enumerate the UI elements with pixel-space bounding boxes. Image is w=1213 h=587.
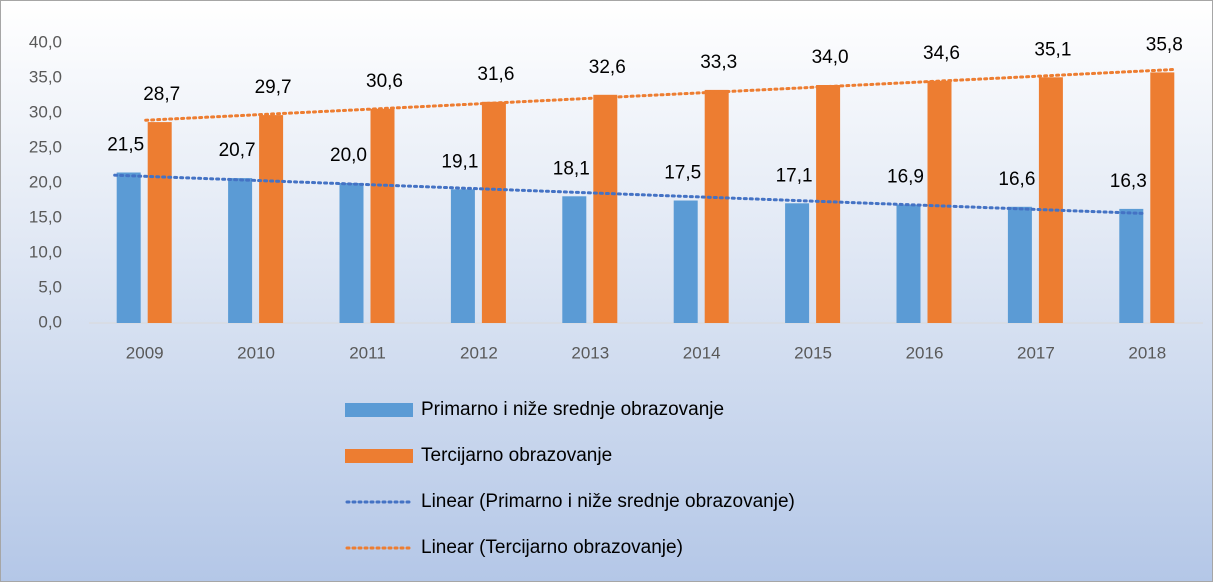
data-label: 33,3 bbox=[700, 52, 737, 73]
y-tick-label: 10,0 bbox=[29, 242, 62, 261]
legend-label: Tercijarno obrazovanje bbox=[421, 445, 612, 466]
y-tick-label: 15,0 bbox=[29, 207, 62, 226]
data-label: 17,1 bbox=[776, 165, 813, 186]
legend-swatch bbox=[345, 449, 413, 463]
data-label: 35,1 bbox=[1034, 39, 1071, 60]
bar bbox=[481, 101, 506, 323]
bar bbox=[704, 89, 729, 324]
bar bbox=[785, 203, 810, 323]
data-label: 30,6 bbox=[366, 71, 403, 92]
y-tick-label: 25,0 bbox=[29, 137, 62, 156]
bar bbox=[1119, 208, 1144, 323]
bar bbox=[370, 108, 395, 323]
data-label: 16,9 bbox=[887, 167, 924, 188]
legend-label: Primarno i niže srednje obrazovanje bbox=[421, 399, 724, 420]
x-tick-label: 2012 bbox=[460, 343, 498, 362]
data-label: 18,1 bbox=[553, 158, 590, 179]
y-tick-label: 20,0 bbox=[29, 172, 62, 191]
data-label: 16,6 bbox=[998, 169, 1035, 190]
legend-label: Linear (Tercijarno obrazovanje) bbox=[421, 537, 683, 558]
bar bbox=[147, 122, 172, 323]
bar bbox=[816, 85, 841, 323]
x-tick-label: 2017 bbox=[1017, 343, 1055, 362]
trendline bbox=[144, 67, 1178, 122]
bar bbox=[562, 196, 587, 323]
trendline bbox=[113, 173, 1147, 215]
data-label: 21,5 bbox=[107, 135, 144, 156]
data-label: 34,0 bbox=[812, 47, 849, 68]
bar bbox=[228, 178, 253, 323]
bar bbox=[673, 200, 698, 323]
data-label: 20,0 bbox=[330, 145, 367, 166]
y-tick-label: 0,0 bbox=[38, 312, 62, 331]
y-tick-label: 40,0 bbox=[29, 32, 62, 51]
bar bbox=[116, 172, 141, 323]
y-tick-label: 35,0 bbox=[29, 67, 62, 86]
x-tick-label: 2016 bbox=[906, 343, 944, 362]
y-tick-label: 5,0 bbox=[38, 277, 62, 296]
data-label: 17,5 bbox=[664, 163, 701, 184]
data-label: 20,7 bbox=[219, 140, 256, 161]
bar bbox=[896, 204, 921, 323]
x-tick-label: 2009 bbox=[126, 343, 164, 362]
data-label: 32,6 bbox=[589, 57, 626, 78]
bar bbox=[1150, 72, 1175, 324]
data-label: 35,8 bbox=[1146, 34, 1183, 55]
data-label: 29,7 bbox=[255, 77, 292, 98]
x-tick-label: 2010 bbox=[237, 343, 275, 362]
bar bbox=[927, 80, 952, 323]
bar bbox=[339, 183, 364, 323]
legend-swatch bbox=[345, 403, 413, 417]
data-label: 16,3 bbox=[1110, 171, 1147, 192]
bar bbox=[1038, 77, 1063, 323]
bar bbox=[1007, 206, 1032, 323]
x-tick-label: 2011 bbox=[349, 343, 386, 362]
x-tick-label: 2014 bbox=[683, 343, 721, 362]
x-tick-label: 2013 bbox=[571, 343, 609, 362]
legend-label: Linear (Primarno i niže srednje obrazova… bbox=[421, 491, 795, 512]
y-tick-label: 30,0 bbox=[29, 102, 62, 121]
data-label: 19,1 bbox=[441, 151, 478, 172]
bar bbox=[259, 115, 284, 323]
x-tick-label: 2015 bbox=[794, 343, 832, 362]
data-label: 28,7 bbox=[143, 84, 180, 105]
bar bbox=[593, 94, 618, 323]
x-tick-label: 2018 bbox=[1128, 343, 1166, 362]
data-label: 31,6 bbox=[477, 64, 514, 85]
data-label: 34,6 bbox=[923, 43, 960, 64]
bar bbox=[450, 189, 475, 323]
